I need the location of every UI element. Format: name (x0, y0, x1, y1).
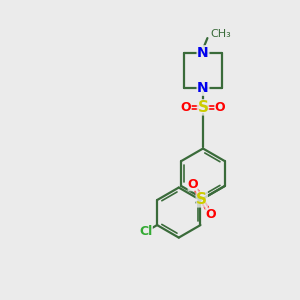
Text: O: O (215, 101, 225, 114)
Text: S: S (197, 100, 208, 115)
Text: N: N (197, 81, 209, 95)
Text: O: O (205, 208, 216, 220)
Text: N: N (197, 46, 209, 60)
Text: CH₃: CH₃ (210, 29, 231, 39)
Text: O: O (188, 178, 199, 191)
Text: O: O (181, 101, 191, 114)
Text: Cl: Cl (139, 225, 152, 238)
Text: S: S (196, 192, 207, 207)
